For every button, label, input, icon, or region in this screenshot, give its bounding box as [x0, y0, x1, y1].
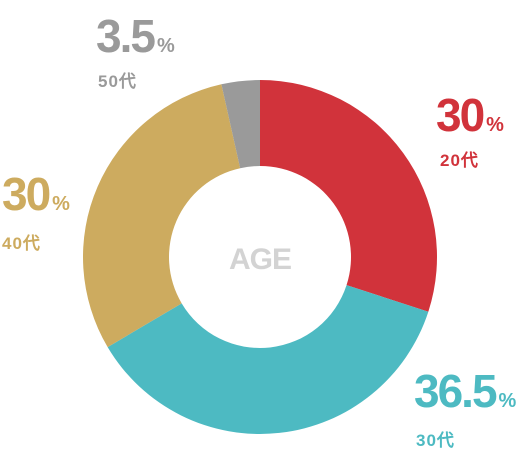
donut-segment	[221, 80, 260, 169]
donut-segment	[260, 80, 438, 312]
value-label: 30%	[436, 89, 504, 141]
category-label: 30代	[416, 430, 455, 450]
category-label: 40代	[2, 233, 41, 253]
value-label: 36.5%	[414, 365, 517, 417]
category-label: 50代	[98, 71, 137, 91]
center-label: AGE	[229, 243, 291, 276]
category-label: 20代	[440, 150, 479, 170]
donut-segment	[82, 84, 241, 348]
value-label: 30%	[2, 168, 70, 220]
value-label: 3.5%	[96, 10, 175, 62]
donut-segment	[107, 285, 429, 435]
